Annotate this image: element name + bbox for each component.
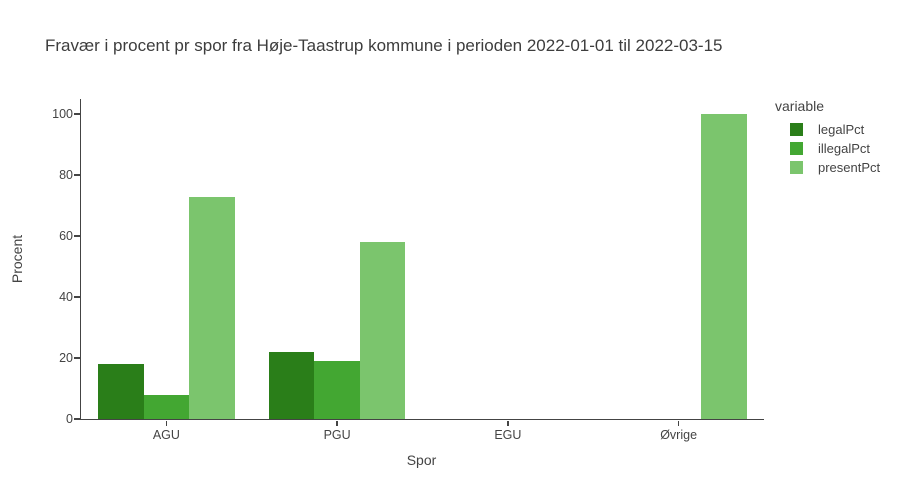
legend-item-label-presentPct: presentPct <box>818 160 881 175</box>
legend-swatch-presentPct <box>790 161 803 174</box>
plot-area: 0 20 40 60 80 100 AGU PGU EGU Øvrige <box>52 99 764 442</box>
y-tick-label-60: 60 <box>59 228 73 243</box>
y-tick-mark-0 <box>74 418 80 420</box>
chart-title: Fravær i procent pr spor fra Høje-Taastr… <box>45 36 723 55</box>
x-tick-mark-PGU <box>336 420 338 426</box>
legend-swatch-illegalPct <box>790 142 803 155</box>
x-tick-label-Øvrige: Øvrige <box>660 428 698 442</box>
y-tick-mark-80 <box>74 174 80 176</box>
legend-title: variable <box>775 98 825 114</box>
y-tick-label-100: 100 <box>52 106 73 121</box>
bar-PGU-illegalPct[interactable] <box>314 361 360 419</box>
legend-item-illegalPct[interactable]: illegalPct <box>775 139 895 158</box>
legend-swatch-legalPct <box>790 123 803 136</box>
legend-item-label-illegalPct: illegalPct <box>818 141 871 156</box>
y-tick-label-20: 20 <box>59 350 73 365</box>
legend-item-presentPct[interactable]: presentPct <box>775 158 895 177</box>
legend-item-legalPct[interactable]: legalPct <box>775 120 895 139</box>
y-tick-label-0: 0 <box>66 411 73 426</box>
bar-PGU-presentPct[interactable] <box>359 242 406 419</box>
bar-Øvrige-presentPct[interactable] <box>701 114 747 419</box>
y-tick-mark-60 <box>74 235 80 237</box>
x-tick-label-PGU: PGU <box>323 428 351 442</box>
legend-items: legalPct illegalPct presentPct <box>775 120 895 177</box>
bar-AGU-presentPct[interactable] <box>189 196 235 419</box>
x-tick-label-AGU: AGU <box>152 428 180 442</box>
y-tick-label-80: 80 <box>59 167 73 182</box>
y-tick-mark-100 <box>74 113 80 115</box>
y-tick-label-40: 40 <box>59 289 73 304</box>
legend: variable legalPct illegalPct presentPct <box>775 98 895 177</box>
x-tick-mark-EGU <box>507 420 509 426</box>
x-axis-title: Spor <box>406 452 437 468</box>
bar-PGU-legalPct[interactable] <box>268 351 315 419</box>
y-tick-mark-40 <box>74 296 80 298</box>
y-tick-mark-20 <box>74 357 80 359</box>
x-tick-mark-AGU <box>165 420 168 426</box>
x-tick-label-EGU: EGU <box>494 428 522 442</box>
bar-AGU-illegalPct[interactable] <box>143 394 190 419</box>
bar-AGU-legalPct[interactable] <box>98 364 144 419</box>
x-tick-mark-Øvrige <box>677 420 680 426</box>
legend-item-label-legalPct: legalPct <box>818 122 865 137</box>
